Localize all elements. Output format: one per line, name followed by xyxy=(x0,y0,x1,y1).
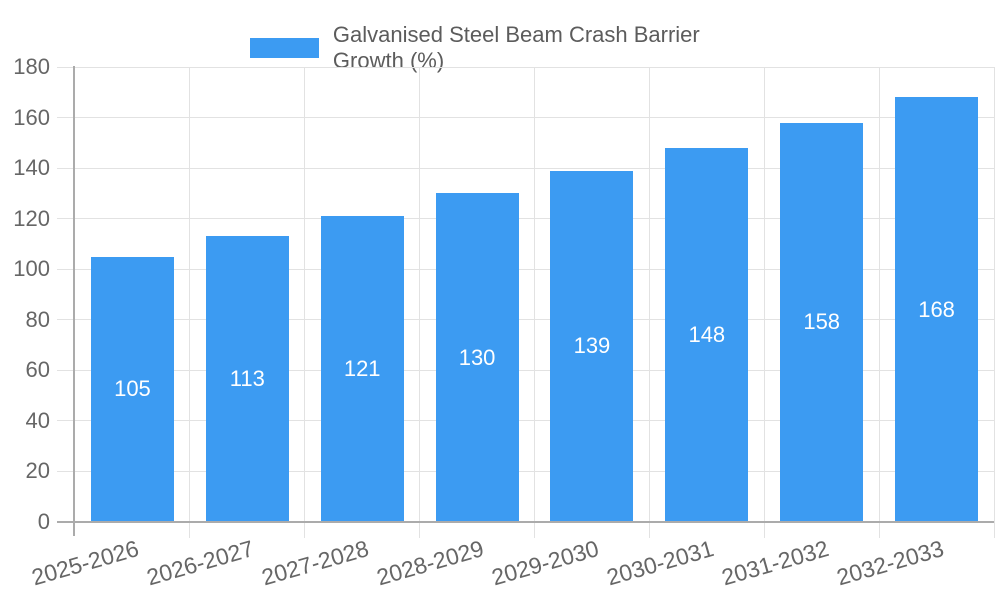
x-gridline xyxy=(993,67,995,538)
bar[interactable]: 121 xyxy=(320,216,404,522)
y-axis-tick-label: 140 xyxy=(13,155,50,181)
x-gridline xyxy=(534,67,535,538)
bar[interactable]: 130 xyxy=(435,193,519,522)
bar[interactable]: 168 xyxy=(895,97,979,522)
bar[interactable]: 105 xyxy=(90,256,174,522)
bar-value-label: 158 xyxy=(803,309,841,335)
bar[interactable]: 113 xyxy=(205,236,289,522)
bar-value-label: 105 xyxy=(114,376,151,402)
x-axis-tick-label: 2032-2033 xyxy=(833,535,947,591)
bar-value-label: 121 xyxy=(343,356,381,382)
x-axis-tick-label: 2027-2028 xyxy=(258,535,372,591)
x-gridline xyxy=(304,67,306,538)
legend-label: Galvanised Steel Beam Crash Barrier Grow… xyxy=(332,22,700,73)
y-axis-tick-label: 20 xyxy=(25,458,50,484)
x-axis-tick-label: 2026-2027 xyxy=(144,535,257,591)
bar[interactable]: 148 xyxy=(665,147,749,522)
x-gridline xyxy=(648,67,650,538)
y-axis-tick-label: 100 xyxy=(13,256,50,282)
y-axis-tick-label: 160 xyxy=(13,104,50,130)
y-gridline xyxy=(57,117,994,119)
chart-legend[interactable]: Galvanised Steel Beam Crash Barrier Grow… xyxy=(250,22,750,74)
y-gridline xyxy=(57,319,994,321)
x-axis-tick-label: 2031-2032 xyxy=(718,535,832,591)
y-gridline xyxy=(57,369,994,371)
x-axis-tick-label: 2025-2026 xyxy=(29,535,143,591)
y-gridline xyxy=(57,167,994,169)
bar-value-label: 130 xyxy=(458,344,496,370)
y-axis-tick-label: 180 xyxy=(13,54,50,79)
x-axis-tick-label: 2028-2029 xyxy=(373,535,487,591)
bar-value-label: 148 xyxy=(688,321,726,347)
y-gridline xyxy=(57,470,994,472)
x-axis-tick-label: 2030-2031 xyxy=(603,535,717,591)
y-axis-tick-label: 120 xyxy=(13,205,50,231)
y-axis-tick-label: 0 xyxy=(37,509,50,534)
bar[interactable]: 139 xyxy=(550,170,634,522)
bar-value-label: 113 xyxy=(229,366,265,392)
x-axis-line xyxy=(57,521,994,523)
bar[interactable]: 158 xyxy=(780,122,864,522)
y-axis-line xyxy=(73,66,75,536)
x-axis-tick-label: 2029-2030 xyxy=(488,535,602,591)
bar-value-label: 168 xyxy=(918,296,955,322)
x-gridline xyxy=(878,67,880,538)
y-gridline xyxy=(57,66,994,68)
bar-value-label: 139 xyxy=(573,333,611,359)
y-axis-tick-label: 40 xyxy=(25,407,50,433)
legend-swatch-icon xyxy=(250,38,319,58)
x-gridline xyxy=(763,67,765,538)
y-axis-tick-label: 80 xyxy=(25,306,50,332)
x-gridline xyxy=(189,67,191,538)
y-gridline xyxy=(57,218,994,220)
y-gridline xyxy=(57,420,994,422)
x-gridline xyxy=(419,67,421,538)
y-gridline xyxy=(57,268,994,270)
y-axis-tick-label: 60 xyxy=(25,357,50,383)
